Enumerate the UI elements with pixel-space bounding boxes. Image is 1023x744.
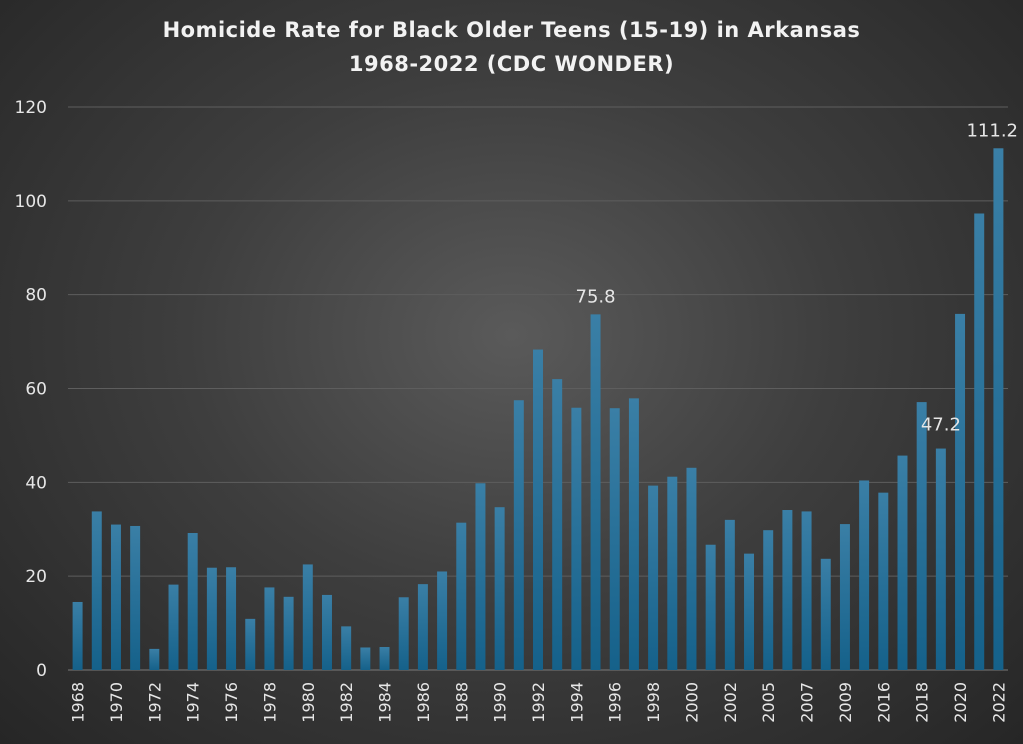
bar-1978 <box>264 587 275 670</box>
data-label-2019: 47.2 <box>921 415 961 436</box>
bar-1996 <box>609 408 620 670</box>
x-tick-label: 2000 <box>682 682 701 723</box>
x-tick-label: 2018 <box>913 682 932 723</box>
bar-2017 <box>897 455 908 670</box>
bar-1987 <box>437 571 448 670</box>
data-label-1995: 75.8 <box>576 286 616 307</box>
y-tick-label: 80 <box>25 286 47 306</box>
x-tick-label: 1996 <box>606 682 625 723</box>
x-tick-label: 1988 <box>452 682 471 723</box>
y-axis-ticks: 0 20 40 60 80 100 120 <box>15 98 47 681</box>
x-tick-label: 2002 <box>721 682 740 723</box>
bar-1988 <box>456 522 467 670</box>
bar-1983 <box>360 647 371 670</box>
bar-1969 <box>91 511 102 670</box>
bar-2000 <box>686 467 697 670</box>
bar-1997 <box>628 398 639 670</box>
y-tick-label: 0 <box>36 661 47 681</box>
bar-1990 <box>494 507 505 670</box>
x-tick-label: 2016 <box>874 682 893 723</box>
x-tick-label: 1986 <box>414 682 433 723</box>
bar-1991 <box>513 400 524 670</box>
chart-subtitle: 1968-2022 (CDC WONDER) <box>348 52 675 76</box>
bar-2007 <box>801 511 812 670</box>
data-label-2022: 111.2 <box>966 120 1018 141</box>
x-tick-label: 1982 <box>337 682 356 723</box>
y-tick-label: 100 <box>15 192 47 212</box>
bar-1974 <box>187 533 198 670</box>
bar-2005 <box>763 530 774 670</box>
x-tick-label: 1976 <box>222 682 241 723</box>
x-tick-label: 2005 <box>759 682 778 723</box>
x-tick-label: 1992 <box>529 682 548 723</box>
x-tick-label: 2022 <box>989 682 1008 723</box>
x-tick-label: 1984 <box>376 682 395 723</box>
bar-1968 <box>72 601 83 670</box>
bars <box>72 148 1004 670</box>
bar-2006 <box>782 510 793 670</box>
bar-1975 <box>206 567 217 670</box>
bar-2022 <box>993 148 1004 670</box>
bar-1976 <box>226 567 237 670</box>
bar-2008 <box>820 558 831 670</box>
bar-2003 <box>744 553 755 670</box>
bar-1992 <box>533 349 543 670</box>
bar-1993 <box>552 379 563 670</box>
bar-1999 <box>667 476 678 670</box>
x-tick-label: 1970 <box>107 682 126 723</box>
x-tick-label: 1990 <box>491 682 510 723</box>
y-tick-label: 120 <box>15 98 47 118</box>
bar-1980 <box>302 564 313 670</box>
bar-1982 <box>341 626 352 670</box>
y-tick-label: 60 <box>25 380 47 400</box>
y-tick-label: 20 <box>25 567 47 587</box>
bar-1981 <box>321 594 332 670</box>
bar-1979 <box>283 596 294 670</box>
bar-2010 <box>859 480 870 670</box>
x-tick-label: 1980 <box>299 682 318 723</box>
bar-2019 <box>935 448 946 670</box>
bar-2002 <box>724 519 735 670</box>
bar-1977 <box>245 618 256 670</box>
bar-2021 <box>974 213 985 670</box>
bar-1984 <box>379 647 390 670</box>
bar-1985 <box>398 597 409 670</box>
bar-2016 <box>878 492 889 670</box>
bar-2009 <box>839 524 850 670</box>
x-axis-ticks: 1968 1970 1972 1974 1976 1978 1980 1982 1984 1986… <box>69 682 1009 723</box>
x-tick-label: 2007 <box>798 682 817 723</box>
x-tick-label: 2020 <box>951 682 970 723</box>
bar-2018 <box>916 402 927 670</box>
data-labels: 75.8 47.2 111.2 <box>576 120 1018 435</box>
chart-title: Homicide Rate for Black Older Teens (15-… <box>162 18 861 42</box>
bar-1970 <box>110 524 121 670</box>
bar-1972 <box>149 648 160 670</box>
x-tick-label: 1978 <box>260 682 279 723</box>
x-tick-label: 1974 <box>184 682 203 723</box>
x-tick-label: 1994 <box>567 682 586 723</box>
bar-1995 <box>590 314 601 670</box>
x-tick-label: 1972 <box>145 682 164 723</box>
x-tick-label: 1968 <box>69 682 88 723</box>
bar-1973 <box>168 584 179 670</box>
bar-1989 <box>475 483 486 670</box>
bar-1986 <box>417 584 428 670</box>
bar-2020 <box>955 313 966 670</box>
bar-1971 <box>130 525 141 670</box>
bar-2001 <box>705 544 716 670</box>
y-tick-label: 40 <box>25 473 47 493</box>
x-tick-label: 2009 <box>836 682 855 723</box>
bar-1994 <box>571 407 582 670</box>
bar-1998 <box>648 485 659 670</box>
x-tick-label: 1998 <box>644 682 663 723</box>
